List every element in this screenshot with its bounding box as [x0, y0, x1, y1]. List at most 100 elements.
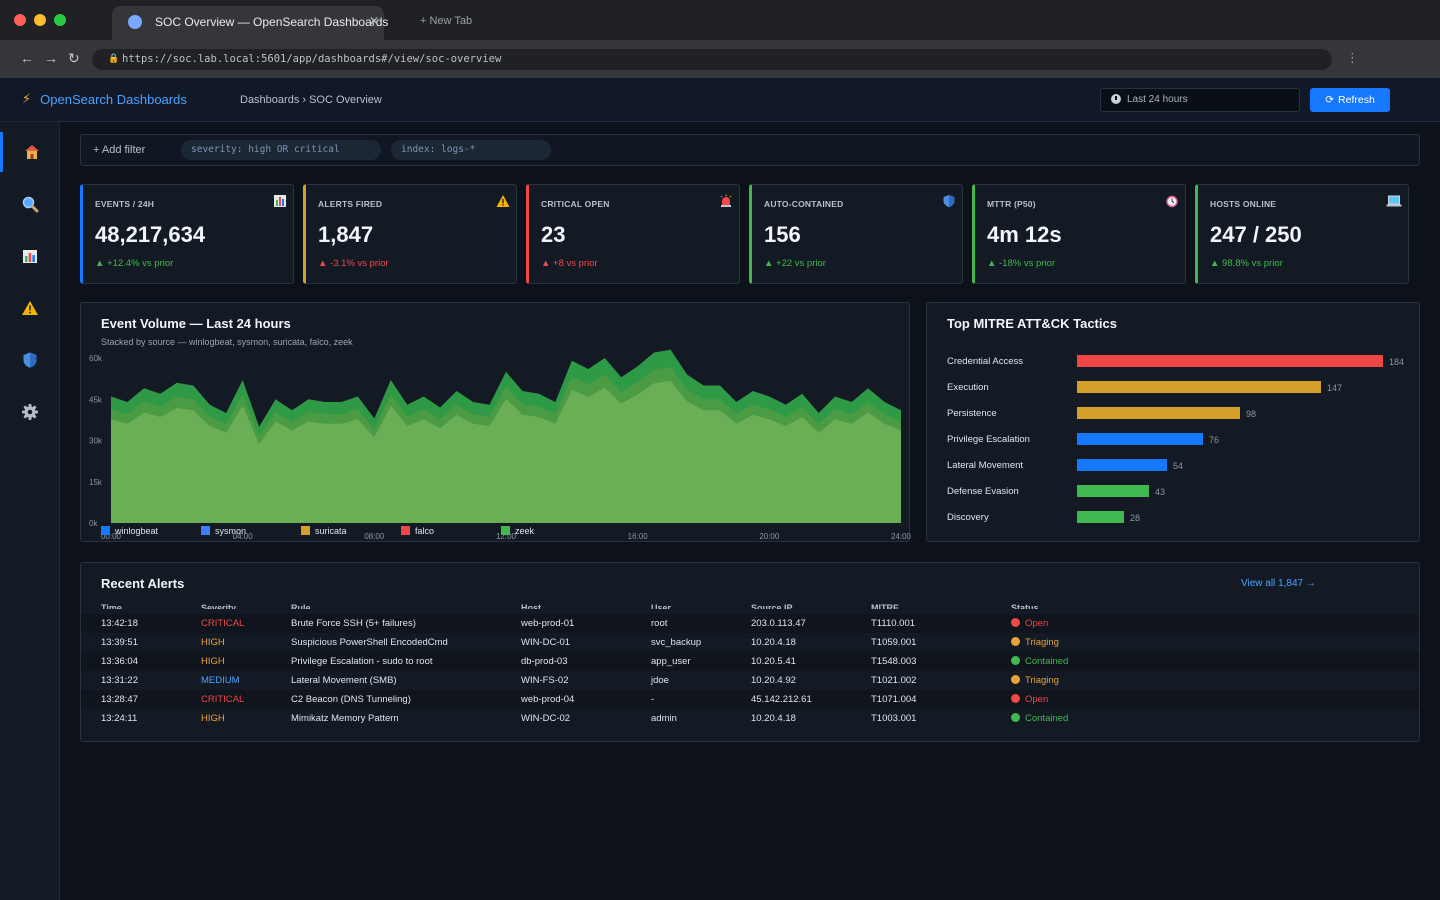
legend-label-zeek: zeek: [515, 526, 535, 536]
sidebar-item-alerting[interactable]: [0, 288, 60, 328]
add-filter-button[interactable]: + Add filter: [93, 144, 146, 156]
kpi-value: 1,847: [318, 222, 374, 247]
refresh-label: Refresh: [1338, 94, 1375, 106]
filter-bar: + Add filter severity: high OR critical …: [80, 134, 1420, 166]
cell-user: app_user: [651, 656, 691, 667]
column-header[interactable]: Status: [1011, 603, 1039, 609]
reload-icon[interactable]: ↻: [68, 50, 80, 66]
cell-mitre: T1071.004: [871, 694, 917, 705]
brand[interactable]: ⚡ OpenSearch Dashboards: [22, 91, 187, 107]
kpi-card-alerts[interactable]: ALERTS FIRED 1,847 ▲ -3.1% vs prior: [303, 184, 517, 284]
tactic-bar[interactable]: [1077, 459, 1167, 471]
forward-arrow-icon[interactable]: →: [44, 50, 58, 66]
tab-close-icon[interactable]: ✕: [369, 14, 380, 28]
x-tick-label: 20:00: [759, 532, 780, 541]
back-arrow-icon[interactable]: ←: [20, 50, 34, 66]
sidebar-item-home[interactable]: [0, 132, 60, 172]
status-text: Contained: [1025, 656, 1069, 667]
tactic-value-label: 54: [1173, 461, 1184, 471]
tactic-label: Discovery: [947, 512, 989, 523]
kpi-card-hosts[interactable]: HOSTS ONLINE 247 / 250 ▲ 98.8% vs prior: [1195, 184, 1409, 284]
kpi-card-auto-contained[interactable]: AUTO-CONTAINED 156 ▲ +22 vs prior: [749, 184, 963, 284]
cell-severity: CRITICAL: [201, 618, 245, 629]
cell-host: web-prod-04: [521, 694, 575, 705]
status-text: Open: [1025, 618, 1049, 629]
window-minimize-button[interactable]: [34, 14, 46, 26]
kpi-card-mttr[interactable]: MTTR (P50) 4m 12s ▲ -18% vs prior: [972, 184, 1186, 284]
cell-status: Open: [1011, 694, 1048, 705]
status-dot-icon: [1011, 637, 1020, 646]
table-row[interactable]: 13:42:18 CRITICAL Brute Force SSH (5+ fail…: [81, 614, 1419, 633]
browser-tab-active[interactable]: SOC Overview — OpenSearch Dashboards ✕: [112, 6, 388, 40]
column-header[interactable]: MITRE: [871, 603, 899, 609]
view-all-alerts-link[interactable]: View all 1,847 →: [1241, 578, 1316, 589]
column-header[interactable]: Host: [521, 603, 541, 609]
column-header[interactable]: Severity: [201, 603, 237, 609]
panel-title: Recent Alerts: [101, 576, 185, 591]
tactic-bar[interactable]: [1077, 433, 1203, 445]
url-text: https://soc.lab.local:5601/app/dashboard…: [122, 53, 502, 65]
alert-icon: [22, 301, 38, 315]
cell-severity: HIGH: [201, 656, 225, 667]
kpi-value: 156: [764, 222, 801, 247]
search-icon: [22, 196, 39, 213]
sidebar-item-dashboards[interactable]: [0, 236, 60, 276]
refresh-button[interactable]: ⟳ Refresh: [1310, 88, 1390, 112]
column-header[interactable]: Source IP: [751, 603, 793, 609]
kpi-card-events[interactable]: EVENTS / 24H 48,217,634 ▲ +12.4% vs prio…: [80, 184, 294, 284]
tactic-bar[interactable]: [1077, 485, 1149, 497]
time-range-picker[interactable]: Last 24 hours: [1100, 88, 1300, 112]
table-row[interactable]: 13:39:51 HIGH Suspicious PowerShell Encode…: [81, 633, 1419, 652]
tactic-label: Execution: [947, 382, 989, 393]
filter-pill-severity[interactable]: severity: high OR critical: [181, 140, 381, 160]
cell-user: svc_backup: [651, 637, 702, 648]
table-row[interactable]: 13:36:04 HIGH Privilege Escalation - sudo …: [81, 652, 1419, 671]
tactic-bar[interactable]: [1077, 511, 1124, 523]
refresh-icon: ⟳: [1325, 94, 1335, 106]
window-close-button[interactable]: [14, 14, 26, 26]
recent-alerts-panel: Recent Alerts View all 1,847 → Time Sever…: [80, 562, 1420, 742]
kpi-label: CRITICAL OPEN: [541, 199, 610, 209]
kpi-delta: ▲ -3.1% vs prior: [318, 258, 389, 269]
cell-user: -: [651, 694, 655, 705]
kpi-card-critical[interactable]: CRITICAL OPEN 23 ▲ +8 vs prior: [526, 184, 740, 284]
sidebar-item-settings[interactable]: [0, 392, 60, 432]
cell-status: Contained: [1011, 713, 1068, 724]
column-header[interactable]: Rule: [291, 603, 311, 609]
cell-severity: HIGH: [201, 637, 225, 648]
browser-menu-icon[interactable]: ⋮: [1346, 50, 1359, 65]
window-maximize-button[interactable]: [54, 14, 66, 26]
tactic-bar[interactable]: [1077, 407, 1240, 419]
tactic-label: Lateral Movement: [947, 460, 1024, 471]
tactic-bar[interactable]: [1077, 381, 1321, 393]
x-tick-label: 12:00: [496, 532, 517, 541]
cell-time: 13:39:51: [101, 637, 138, 648]
sidebar-item-discover[interactable]: [0, 184, 60, 224]
column-header[interactable]: User: [651, 603, 672, 609]
cell-time: 13:36:04: [101, 656, 138, 667]
gear-icon: [22, 404, 38, 420]
app-header: ⚡ OpenSearch Dashboards Dashboards › SOC…: [0, 78, 1440, 122]
status-text: Triaging: [1025, 637, 1059, 648]
new-tab-button[interactable]: + New Tab: [420, 15, 473, 27]
cell-host: WIN-FS-02: [521, 675, 569, 686]
opensearch-favicon-icon: [128, 15, 142, 29]
cell-source-ip: 10.20.4.18: [751, 713, 796, 724]
table-row[interactable]: 13:24:11 HIGH Mimikatz Memory Pattern WIN-D…: [81, 709, 1419, 728]
status-dot-icon: [1011, 675, 1020, 684]
column-header[interactable]: Time: [101, 603, 122, 609]
kpi-label: MTTR (P50): [987, 199, 1036, 209]
filter-pill-index[interactable]: index: logs-*: [391, 140, 551, 160]
sidebar: [0, 122, 60, 900]
cell-source-ip: 203.0.113.47: [751, 618, 806, 629]
browser-address-bar: ← → ↻ 🔒 https://soc.lab.local:5601/app/d…: [0, 40, 1440, 78]
tactic-bar[interactable]: [1077, 355, 1383, 367]
kpi-delta: ▲ +8 vs prior: [541, 258, 598, 269]
table-row[interactable]: 13:28:47 CRITICAL C2 Beacon (DNS Tunneling…: [81, 690, 1419, 709]
table-row[interactable]: 13:31:22 MEDIUM Lateral Movement (SMB) WIN-…: [81, 671, 1419, 690]
breadcrumb[interactable]: Dashboards › SOC Overview: [240, 94, 382, 106]
url-field[interactable]: 🔒 https://soc.lab.local:5601/app/dashboa…: [92, 49, 1332, 70]
sidebar-item-security[interactable]: [0, 340, 60, 380]
cell-source-ip: 10.20.4.92: [751, 675, 796, 686]
cell-rule: Brute Force SSH (5+ failures): [291, 618, 416, 629]
